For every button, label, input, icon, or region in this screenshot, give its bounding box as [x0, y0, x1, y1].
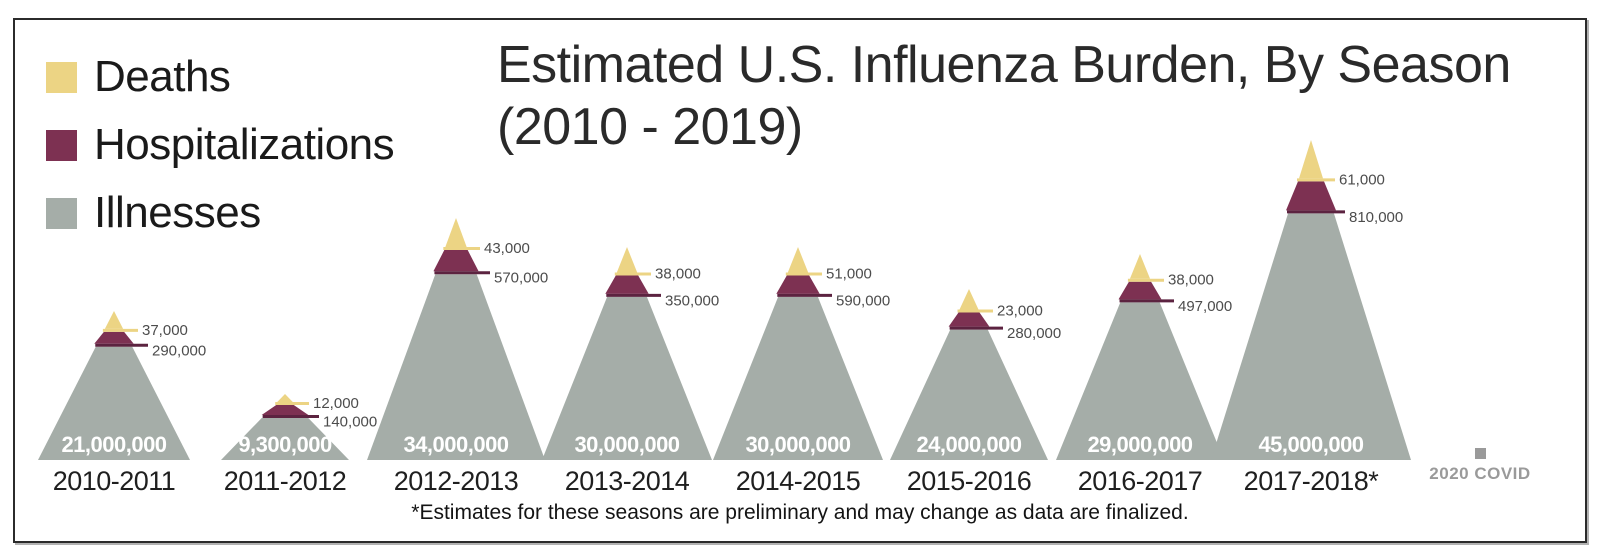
season-label: 2012-2013 — [393, 466, 519, 496]
illnesses-area — [1211, 213, 1411, 460]
illnesses-swatch-icon — [46, 197, 77, 229]
deaths-value-label: 23,000 — [997, 303, 1043, 320]
hospitalizations-value-label: 290,000 — [152, 342, 206, 359]
hospitalizations-value-label: 140,000 — [323, 414, 377, 431]
legend-label: Deaths — [94, 52, 231, 101]
deaths-value-label: 37,000 — [142, 322, 188, 339]
deaths-value-label: 38,000 — [655, 266, 701, 283]
illnesses-value-label: 21,000,000 — [61, 432, 166, 457]
season-label: 2015-2016 — [906, 466, 1032, 496]
legend-item-hospitalizations: Hospitalizations — [46, 120, 395, 169]
mountain-2016-2017: 38,000 497,000 29,000,000 — [1056, 254, 1232, 460]
illnesses-value-label: 29,000,000 — [1087, 432, 1192, 457]
deaths-value-label: 12,000 — [313, 395, 359, 412]
hospitalizations-swatch-icon — [46, 129, 77, 161]
season-label: 2013-2014 — [564, 466, 690, 496]
deaths-area — [616, 247, 638, 273]
illnesses-area — [713, 296, 883, 460]
hospitalizations-value-label: 280,000 — [1007, 325, 1061, 342]
hospitalizations-value-label: 590,000 — [836, 292, 890, 309]
hospitalizations-area — [94, 331, 134, 344]
chart-title: Estimated U.S. Influenza Burden, By Seas… — [497, 34, 1511, 159]
hospitalizations-area — [433, 250, 479, 272]
legend-item-deaths: Deaths — [46, 52, 394, 101]
hospitalizations-value-label: 570,000 — [494, 270, 548, 287]
hospitalizations-area — [1286, 181, 1336, 211]
chart-area: 37,000 290,000 21,000,000 2010-2011 12,000 14… — [15, 20, 1585, 541]
covid-label: 2020 COVID — [1429, 464, 1531, 483]
hospitalizations-area — [1118, 281, 1162, 300]
deaths-area — [1299, 140, 1323, 179]
deaths-value-label: 43,000 — [484, 240, 530, 257]
hospitalizations-area — [948, 312, 990, 327]
title-line1: Estimated U.S. Influenza Burden, By Seas… — [497, 36, 1511, 94]
hospitalizations-value-label: 497,000 — [1178, 298, 1232, 315]
deaths-value-label: 61,000 — [1339, 171, 1385, 188]
deaths-swatch-icon — [46, 61, 77, 93]
season-label: 2017-2018* — [1243, 466, 1379, 496]
illnesses-area — [542, 296, 712, 460]
illnesses-area — [38, 346, 190, 460]
illnesses-area — [890, 329, 1048, 460]
mountain-2015-2016: 23,000 280,000 24,000,000 — [890, 289, 1061, 460]
season-label: 2010-2011 — [52, 466, 176, 496]
footnote: *Estimates for these seasons are prelimi… — [411, 501, 1189, 524]
mountain-2010-2011: 37,000 290,000 21,000,000 — [38, 311, 206, 460]
illnesses-area — [1056, 302, 1224, 460]
illnesses-area — [221, 418, 349, 460]
illnesses-value-label: 30,000,000 — [745, 432, 850, 457]
deaths-area — [445, 218, 467, 248]
illnesses-value-label: 45,000,000 — [1258, 432, 1363, 457]
mountain-2012-2013: 43,000 570,000 34,000,000 — [367, 218, 548, 460]
covid-square-icon — [1474, 448, 1486, 459]
deaths-area — [787, 247, 809, 273]
legend-label: Illnesses — [94, 188, 261, 237]
deaths-area — [104, 311, 124, 329]
chart-frame: Deaths Hospitalizations Illnesses Estimate… — [13, 18, 1587, 543]
deaths-area — [277, 394, 293, 402]
deaths-value-label: 38,000 — [1168, 272, 1214, 289]
title-line2: (2010 - 2019) — [497, 98, 803, 157]
mountain-2017-2018: 61,000 810,000 45,000,000 — [1211, 140, 1411, 460]
hospitalizations-area — [261, 405, 309, 415]
legend: Deaths Hospitalizations Illnesses — [46, 52, 395, 237]
mountain-2013-2014: 38,000 350,000 30,000,000 — [542, 247, 719, 460]
season-label: 2011-2012 — [223, 466, 347, 496]
hospitalizations-value-label: 350,000 — [665, 292, 719, 309]
hospitalizations-area — [776, 275, 820, 294]
illnesses-value-label: 9,300,000 — [238, 432, 332, 457]
hospitalizations-area — [605, 275, 649, 294]
mountain-2014-2015: 51,000 590,000 30,000,000 — [713, 247, 890, 460]
illnesses-value-label: 24,000,000 — [916, 432, 1021, 457]
season-label: 2016-2017 — [1077, 466, 1203, 496]
legend-item-illnesses: Illnesses — [46, 188, 394, 237]
deaths-area — [1129, 254, 1151, 279]
season-label: 2014-2015 — [735, 466, 861, 496]
deaths-value-label: 51,000 — [826, 266, 872, 283]
hospitalizations-value-label: 810,000 — [1349, 209, 1403, 226]
legend-label: Hospitalizations — [94, 120, 395, 169]
illnesses-area — [367, 274, 545, 460]
covid-marker: 2020 COVID — [1410, 448, 1550, 484]
illnesses-value-label: 34,000,000 — [403, 432, 508, 457]
deaths-area — [959, 289, 979, 310]
illnesses-value-label: 30,000,000 — [574, 432, 679, 457]
